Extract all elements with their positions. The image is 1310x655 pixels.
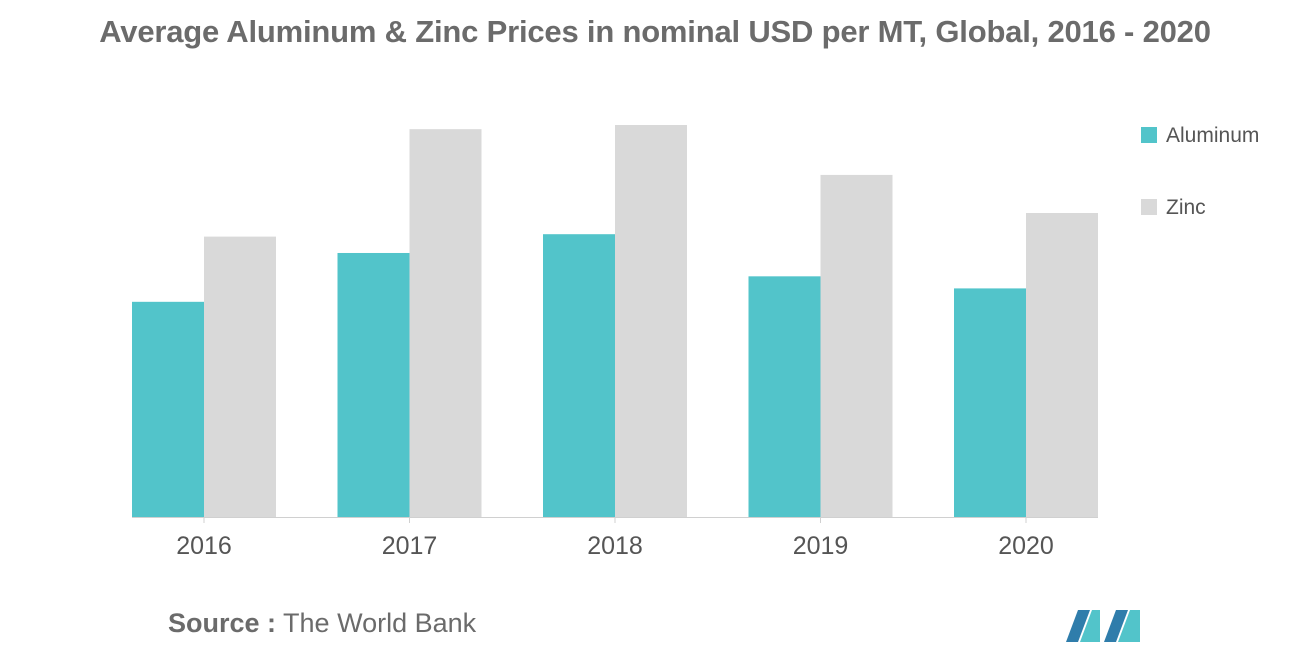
bar-zinc-2020	[1026, 213, 1098, 517]
bar-zinc-2017	[409, 129, 482, 517]
legend-label-aluminum: Aluminum	[1166, 124, 1259, 147]
bar-aluminum-2020	[954, 288, 1026, 517]
x-tick-label: 2016	[176, 532, 232, 560]
logo-icon	[1066, 610, 1140, 642]
legend-label-zinc: Zinc	[1166, 196, 1206, 219]
source-text: The World Bank	[283, 608, 477, 638]
legend: Aluminum Zinc	[1141, 124, 1259, 219]
x-tick-label: 2017	[382, 532, 438, 560]
bar-zinc-2018	[615, 125, 687, 517]
bars-group	[132, 125, 1098, 518]
x-tick-label: 2018	[587, 532, 643, 560]
legend-swatch-zinc	[1141, 199, 1157, 215]
x-tick-label: 2019	[793, 532, 849, 560]
x-tick-label: 2020	[998, 532, 1054, 560]
bar-aluminum-2018	[543, 234, 615, 518]
bar-aluminum-2016	[132, 301, 204, 517]
bar-zinc-2016	[204, 236, 276, 517]
bar-zinc-2019	[820, 174, 893, 517]
x-tick-labels: 2016 2017 2018 2019 2020	[176, 517, 1054, 560]
source-label: Source :	[168, 608, 277, 638]
source-note: Source : The World Bank	[168, 608, 476, 639]
bar-aluminum-2019	[748, 276, 821, 517]
legend-swatch-aluminum	[1141, 127, 1157, 143]
chart-title: Average Aluminum & Zinc Prices in nomina…	[99, 14, 1211, 49]
bar-aluminum-2017	[337, 252, 410, 517]
